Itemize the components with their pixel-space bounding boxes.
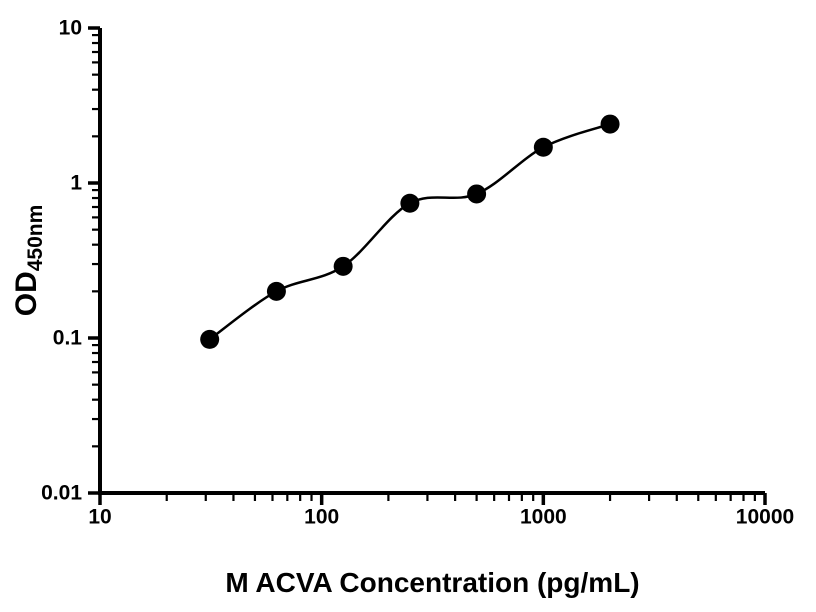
- fit-curve: [208, 122, 611, 341]
- data-point: [200, 329, 220, 349]
- x-axis-title: M ACVA Concentration (pg/mL): [225, 567, 639, 598]
- y-axis-title-sub: 450nm: [24, 205, 47, 272]
- x-axis-tick-label: 10000: [736, 505, 794, 528]
- data-point: [400, 193, 420, 213]
- y-axis-title: OD450nm: [10, 205, 47, 317]
- data-point: [333, 256, 353, 276]
- x-axis-tick-label: 10: [88, 505, 111, 528]
- data-point: [266, 281, 286, 301]
- y-axis-tick-label: 0.01: [41, 482, 82, 505]
- y-axis-title-main: OD: [10, 271, 43, 316]
- x-axis-tick-label: 1000: [520, 505, 567, 528]
- axis-frame: [98, 28, 765, 495]
- y-axis-tick-label: 1: [70, 172, 82, 195]
- data-point: [600, 114, 620, 134]
- x-axis-tick-label: 100: [304, 505, 339, 528]
- data-point: [533, 137, 553, 157]
- y-axis-tick-label: 0.1: [53, 327, 83, 350]
- y-axis-tick-label: 10: [59, 17, 82, 40]
- data-point: [467, 184, 487, 204]
